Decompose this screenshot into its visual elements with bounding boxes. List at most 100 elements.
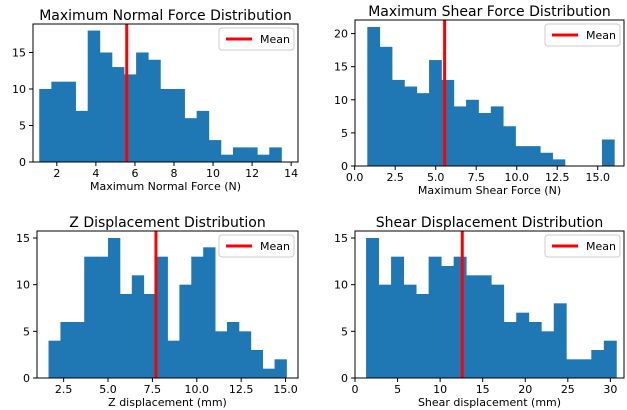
z-displacement-y-tick-label: 15 bbox=[16, 232, 30, 245]
normal-force-bar bbox=[257, 154, 270, 162]
shear-displacement-bar bbox=[553, 303, 567, 378]
shear-force-bar bbox=[552, 159, 566, 166]
z-displacement-bar bbox=[274, 359, 287, 378]
z-displacement-bar bbox=[119, 294, 133, 378]
shear-force-bar bbox=[490, 106, 504, 166]
normal-force-y-tick-label: 15 bbox=[12, 46, 26, 59]
shear-displacement-bar bbox=[591, 350, 605, 378]
z-displacement-bar bbox=[203, 247, 216, 378]
normal-force-bar bbox=[220, 154, 234, 162]
z-displacement-bar bbox=[72, 322, 85, 378]
z-displacement-bar bbox=[155, 256, 168, 378]
shear-force-x-tick-label: 7.5 bbox=[467, 171, 485, 184]
z-displacement-bar bbox=[262, 368, 275, 378]
normal-force-bar bbox=[269, 147, 282, 162]
normal-force-bar bbox=[160, 88, 173, 162]
normal-force-bar bbox=[75, 110, 89, 162]
z-displacement-bar bbox=[60, 322, 73, 378]
shear-displacement-y-tick-label: 10 bbox=[334, 279, 348, 292]
shear-force-x-tick-label: 12.5 bbox=[545, 171, 570, 184]
shear-force-x-tick-label: 2.5 bbox=[386, 171, 404, 184]
shear-force-bar bbox=[466, 99, 479, 166]
shear-force-y-tick-label: 5 bbox=[341, 127, 348, 140]
shear-displacement-bar bbox=[503, 322, 517, 378]
z-displacement-bar bbox=[48, 340, 61, 378]
z-displacement-bar bbox=[250, 350, 264, 378]
shear-force-bar bbox=[429, 60, 442, 167]
shear-displacement-x-axis-label: Shear displacement (mm) bbox=[418, 396, 561, 409]
normal-force-bar bbox=[208, 140, 222, 162]
shear-displacement-x-tick-label: 15 bbox=[476, 383, 490, 396]
shear-force-legend: Mean bbox=[544, 23, 621, 47]
z-displacement-axes-frame bbox=[36, 230, 299, 379]
normal-force-x-tick-label: 12 bbox=[245, 167, 259, 180]
shear-displacement-x-tick-label: 25 bbox=[561, 383, 575, 396]
normal-force-y-tick-label: 0 bbox=[19, 156, 26, 169]
z-displacement-chart: 2.5 5.0 7.5 10.0 12.5 15.0 0 5 10 15 Z Displacemen… bbox=[16, 215, 299, 409]
normal-force-bar bbox=[245, 147, 258, 162]
shear-displacement-bar bbox=[566, 359, 580, 378]
normal-force-x-tick-label: 4 bbox=[92, 167, 99, 180]
normal-force-bar bbox=[196, 110, 210, 162]
shear-displacement-bar bbox=[391, 256, 404, 378]
shear-displacement-bar bbox=[378, 284, 392, 378]
shear-displacement-x-tick-label: 0 bbox=[352, 383, 359, 396]
shear-force-bar bbox=[503, 126, 516, 166]
shear-displacement-legend-label: Mean bbox=[586, 240, 616, 253]
normal-force-bar bbox=[63, 81, 76, 162]
z-displacement-x-tick-label: 7.5 bbox=[144, 383, 162, 396]
shear-displacement-axes-frame bbox=[354, 230, 625, 379]
shear-displacement-bar bbox=[366, 238, 379, 378]
z-displacement-legend: Mean bbox=[218, 234, 295, 258]
shear-force-bar bbox=[478, 113, 492, 166]
normal-force-bar bbox=[51, 81, 64, 162]
normal-force-x-axis-label: Maximum Normal Force (N) bbox=[90, 180, 241, 193]
normal-force-bar bbox=[99, 52, 113, 163]
shear-displacement-bar bbox=[541, 331, 555, 378]
normal-force-legend: Mean bbox=[218, 27, 295, 51]
z-displacement-x-axis-label: Z displacement (mm) bbox=[108, 396, 227, 409]
z-displacement-x-tick-label: 2.5 bbox=[55, 383, 73, 396]
shear-force-bar bbox=[540, 152, 553, 166]
z-displacement-bar bbox=[131, 275, 145, 378]
z-displacement-y-tick-label: 5 bbox=[23, 325, 30, 338]
normal-force-legend-box bbox=[218, 27, 295, 51]
z-displacement-x-tick-label: 12.5 bbox=[229, 383, 254, 396]
shear-displacement-x-tick-label: 30 bbox=[603, 383, 617, 396]
normal-force-y-tick-label: 5 bbox=[19, 119, 26, 132]
normal-force-x-tick-label: 8 bbox=[170, 167, 177, 180]
shear-displacement-bar bbox=[403, 284, 417, 378]
normal-force-bar bbox=[136, 52, 149, 163]
z-displacement-legend-box bbox=[218, 234, 295, 258]
normal-force-bar bbox=[39, 88, 52, 162]
shear-displacement-title: Shear Displacement Distribution bbox=[376, 215, 604, 231]
shear-force-x-tick-label: 0.0 bbox=[346, 171, 364, 184]
z-displacement-bar bbox=[179, 284, 192, 378]
shear-force-x-tick-label: 5.0 bbox=[427, 171, 445, 184]
shear-force-y-tick-label: 20 bbox=[334, 28, 348, 41]
normal-force-bar bbox=[87, 30, 101, 162]
normal-force-x-tick-label: 14 bbox=[284, 167, 298, 180]
shear-displacement-bar bbox=[466, 275, 480, 378]
shear-displacement-chart: 0 5 10 15 20 25 30 0 5 10 15 Shear Displacement Dis… bbox=[334, 215, 625, 409]
z-displacement-x-tick-label: 15.0 bbox=[273, 383, 298, 396]
shear-displacement-bar bbox=[603, 340, 617, 378]
shear-force-x-tick-label: 15.0 bbox=[585, 171, 610, 184]
shear-displacement-bar bbox=[478, 275, 492, 378]
z-displacement-bar bbox=[238, 331, 252, 378]
shear-displacement-bar bbox=[416, 294, 430, 378]
normal-force-chart: 2 4 6 8 10 12 14 0 5 10 15 Maximum Normal Force Dis… bbox=[12, 8, 299, 193]
shear-force-bar bbox=[392, 79, 405, 166]
normal-force-axes-frame bbox=[32, 23, 299, 163]
shear-displacement-legend-box bbox=[544, 234, 621, 258]
shear-force-y-tick-label: 10 bbox=[334, 94, 348, 107]
normal-force-y-tick-label: 10 bbox=[12, 83, 26, 96]
z-displacement-bar bbox=[108, 238, 121, 378]
shear-displacement-x-tick-label: 10 bbox=[433, 383, 447, 396]
z-displacement-bar bbox=[226, 322, 240, 378]
z-displacement-bar bbox=[191, 256, 204, 378]
normal-force-bar bbox=[148, 59, 161, 162]
normal-force-bar bbox=[111, 67, 125, 162]
shear-force-bar bbox=[453, 106, 467, 166]
